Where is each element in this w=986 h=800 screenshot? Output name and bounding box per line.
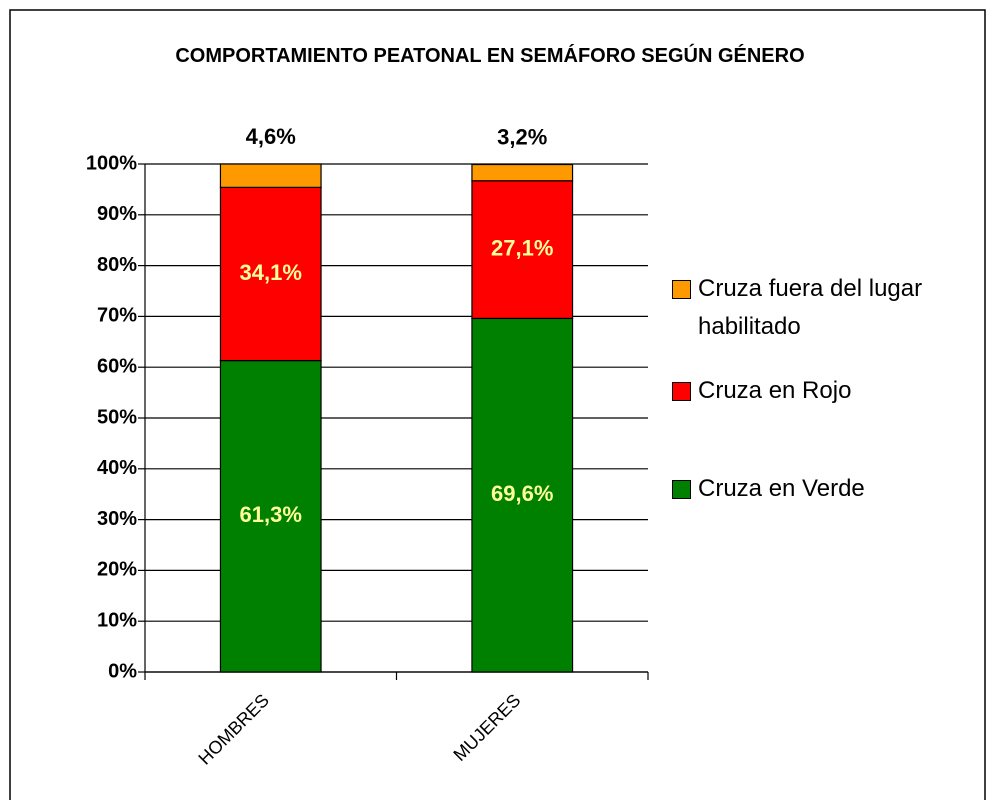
y-tick-label: 40% xyxy=(97,457,137,479)
bar-segment xyxy=(471,180,574,320)
bar-segment xyxy=(471,163,574,182)
y-tick-label: 30% xyxy=(97,508,137,530)
legend-item: Cruza en Rojo xyxy=(672,372,982,410)
y-tick-label: 0% xyxy=(108,660,137,682)
legend-item: Cruza fuera del lugar habilitado xyxy=(672,270,982,346)
y-tick-label: 10% xyxy=(97,609,137,631)
data-label: 61,3% xyxy=(240,502,302,527)
x-tick-label: HOMBRES xyxy=(194,690,272,768)
legend-swatch xyxy=(672,280,691,299)
chart-frame xyxy=(9,9,986,800)
legend-swatch xyxy=(672,382,691,401)
y-tick-label: 50% xyxy=(97,406,137,428)
y-tick-label: 20% xyxy=(97,559,137,581)
y-tick-label: 80% xyxy=(97,254,137,276)
legend-item: Cruza en Verde xyxy=(672,470,982,508)
y-tick-label: 100% xyxy=(86,152,137,174)
data-label: 34,1% xyxy=(240,260,302,285)
y-tick-label: 60% xyxy=(97,355,137,377)
legend-swatch xyxy=(672,480,691,499)
legend-label: Cruza en Rojo xyxy=(698,377,852,404)
y-tick-label: 90% xyxy=(97,203,137,225)
data-label: 4,6% xyxy=(246,124,296,149)
chart-title: COMPORTAMIENTO PEATONAL EN SEMÁFORO SEGÚ… xyxy=(175,45,805,67)
bar-segment xyxy=(219,359,322,673)
data-label: 27,1% xyxy=(491,235,553,260)
bar-segment xyxy=(471,317,574,673)
y-tick-label: 70% xyxy=(97,305,137,327)
bar-segment xyxy=(219,163,322,188)
x-tick-label: MUJERES xyxy=(449,690,524,765)
data-label: 69,6% xyxy=(491,481,553,506)
legend-label: Cruza en Verde xyxy=(698,475,865,502)
bar-segment xyxy=(219,186,322,362)
legend-label: Cruza fuera del lugar habilitado xyxy=(698,275,923,340)
data-label: 3,2% xyxy=(497,124,547,149)
